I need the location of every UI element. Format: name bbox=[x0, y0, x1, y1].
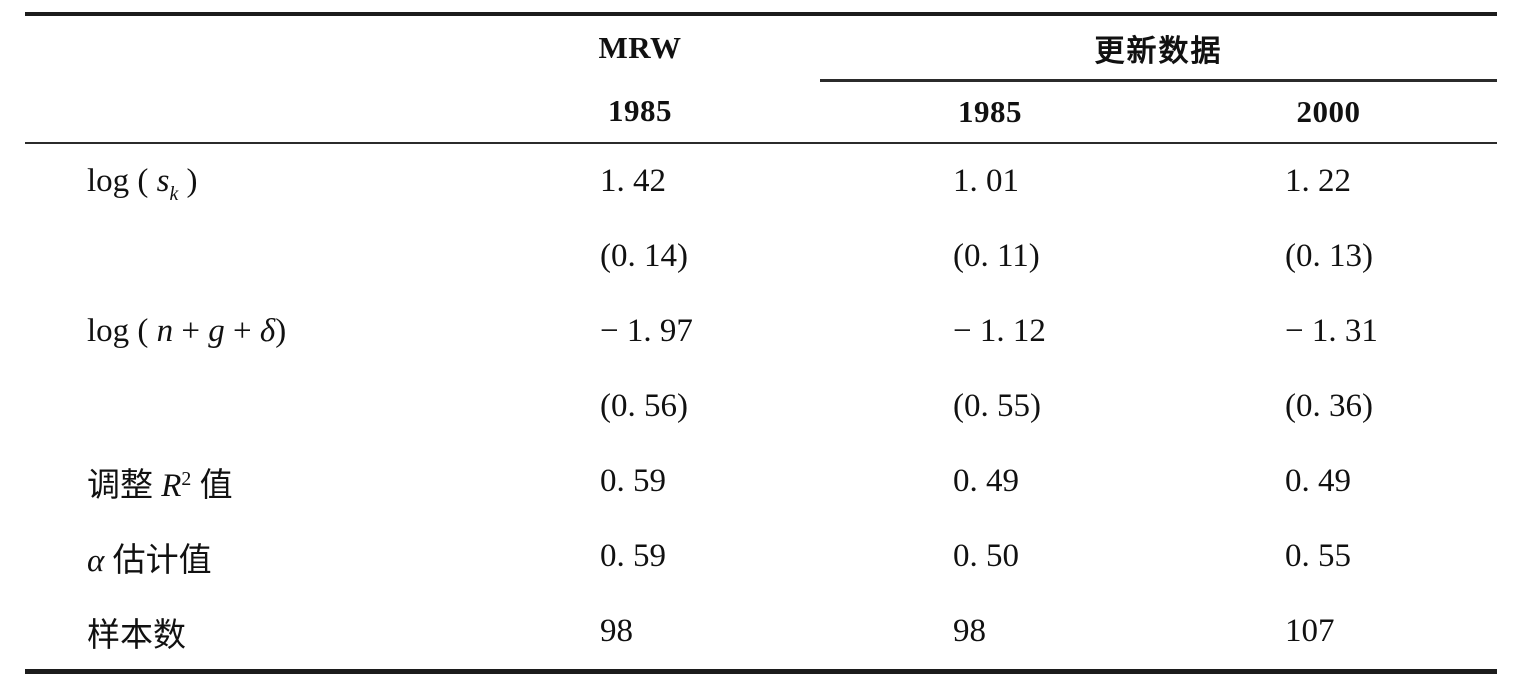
cell-log-ngd-stderr-更新数据 1985: (0. 55) bbox=[953, 388, 1041, 424]
label-segment: 调整 bbox=[87, 467, 162, 504]
label-segment: k bbox=[169, 182, 179, 205]
label-segment: 值 bbox=[191, 467, 233, 504]
cell-log-ngd-coefficient-更新数据 1985: − 1. 12 bbox=[953, 313, 1046, 349]
cell-log-sk-coefficient-更新数据 1985: 1. 01 bbox=[953, 163, 1019, 199]
label-segment: g bbox=[208, 313, 225, 349]
label-segment: log ( bbox=[87, 313, 157, 349]
label-segment: + bbox=[173, 313, 209, 349]
cell-log-sk-stderr-更新数据 1985: (0. 11) bbox=[953, 238, 1040, 274]
cell-alpha-estimate-MRW 1985: 0. 59 bbox=[600, 538, 666, 574]
header-empty-cell bbox=[25, 14, 460, 81]
cell-sample-size-MRW 1985: 98 bbox=[600, 613, 633, 649]
cell-adjusted-r-squared-MRW 1985: 0. 59 bbox=[600, 463, 666, 499]
table-row-alpha-estimate: α 估计值 0. 59 0. 50 0. 55 bbox=[25, 519, 1497, 594]
cell-adjusted-r-squared-更新数据 1985: 0. 49 bbox=[953, 463, 1019, 499]
table-row-log-ngd-stderr: (0. 56) (0. 55) (0. 36) bbox=[25, 369, 1497, 444]
label-segment: + bbox=[224, 313, 260, 349]
cell-sample-size-更新数据 2000: 107 bbox=[1285, 613, 1335, 649]
table-row-log-sk-stderr: (0. 14) (0. 11) (0. 13) bbox=[25, 219, 1497, 294]
table-header: MRW 更新数据 1985 1985 2000 bbox=[25, 14, 1497, 144]
col-header-updated-1985: 1985 bbox=[820, 80, 1160, 144]
label-segment: ) bbox=[275, 313, 287, 349]
row-label-log-sk-stderr bbox=[25, 219, 460, 294]
col-group-mrw: MRW bbox=[598, 30, 682, 66]
col-group-updated-data: 更新数据 bbox=[820, 14, 1497, 82]
scanned-paper-page: MRW 更新数据 1985 1985 2000 log ( sk ) 1. 42 1… bbox=[0, 12, 1524, 687]
table-row-log-ngd-coefficient: log ( n + g + δ) − 1. 97 − 1. 12 − 1. 31 bbox=[25, 294, 1497, 369]
cell-log-ngd-coefficient-MRW 1985: − 1. 97 bbox=[600, 313, 693, 349]
label-segment: ) bbox=[178, 163, 198, 199]
table-body: log ( sk ) 1. 42 1. 01 1. 22 (0. 14) (0. 11)(… bbox=[25, 143, 1497, 672]
label-segment: R bbox=[161, 467, 182, 504]
table-row-sample-size: 样本数 98 98 107 bbox=[25, 594, 1497, 672]
cell-log-sk-coefficient-MRW 1985: 1. 42 bbox=[600, 163, 666, 199]
table-row-adjusted-r-squared: 调整 R2 值 0. 59 0. 49 0. 49 bbox=[25, 444, 1497, 519]
label-segment: 样本数 bbox=[87, 617, 186, 654]
label-segment: δ bbox=[259, 313, 276, 349]
label-segment: n bbox=[156, 313, 174, 349]
cell-log-sk-coefficient-更新数据 2000: 1. 22 bbox=[1285, 163, 1351, 199]
cell-log-ngd-stderr-MRW 1985: (0. 56) bbox=[600, 388, 688, 424]
cell-alpha-estimate-更新数据 1985: 0. 50 bbox=[953, 538, 1019, 574]
cell-log-ngd-stderr-更新数据 2000: (0. 36) bbox=[1285, 388, 1373, 424]
label-segment: 2 bbox=[181, 467, 192, 490]
cell-log-sk-stderr-MRW 1985: (0. 14) bbox=[600, 238, 688, 274]
row-label-log-ngd-coefficient: log ( n + g + δ) bbox=[25, 294, 460, 369]
row-label-sample-size: 样本数 bbox=[25, 594, 460, 672]
group-header-row: MRW 更新数据 bbox=[25, 14, 1497, 82]
row-label-log-ngd-stderr bbox=[25, 369, 460, 444]
col-header-mrw-1985: 1985 bbox=[460, 80, 820, 144]
cell-log-sk-stderr-更新数据 2000: (0. 13) bbox=[1285, 238, 1373, 274]
header-empty-cell bbox=[25, 80, 460, 144]
regression-results-table: MRW 更新数据 1985 1985 2000 log ( sk ) 1. 42 1… bbox=[25, 12, 1497, 674]
col-header-updated-2000: 2000 bbox=[1160, 80, 1497, 144]
cell-sample-size-更新数据 1985: 98 bbox=[953, 613, 986, 649]
row-label-alpha-estimate: α 估计值 bbox=[25, 519, 460, 594]
cell-alpha-estimate-更新数据 2000: 0. 55 bbox=[1285, 538, 1351, 574]
cell-log-ngd-coefficient-更新数据 2000: − 1. 31 bbox=[1285, 313, 1378, 349]
row-label-log-sk-coefficient: log ( sk ) bbox=[25, 143, 460, 219]
year-header-row: 1985 1985 2000 bbox=[25, 80, 1497, 144]
cell-adjusted-r-squared-更新数据 2000: 0. 49 bbox=[1285, 463, 1351, 499]
label-segment: s bbox=[156, 163, 170, 199]
label-segment: α bbox=[87, 542, 105, 579]
row-label-adjusted-r-squared: 调整 R2 值 bbox=[25, 444, 460, 519]
label-segment: 估计值 bbox=[104, 542, 212, 579]
table-row-log-sk-coefficient: log ( sk ) 1. 42 1. 01 1. 22 bbox=[25, 143, 1497, 219]
label-segment: log ( bbox=[87, 163, 157, 199]
